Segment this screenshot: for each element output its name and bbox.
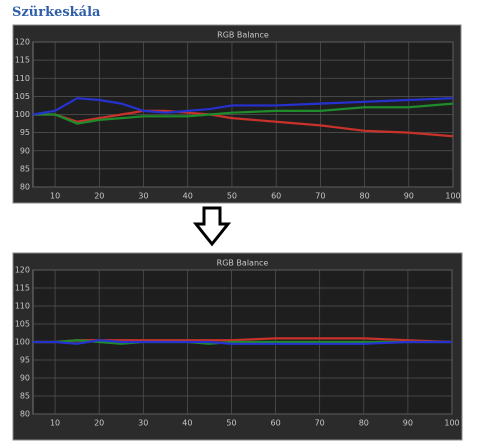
heading: Szürkeskála [12,5,101,20]
x-tick-label: 80 [359,419,369,428]
y-tick-label: 105 [15,92,30,101]
y-tick-label: 100 [15,338,30,347]
y-tick-label: 90 [20,374,30,383]
y-tick-label: 80 [20,183,30,192]
x-tick-label: 20 [94,419,104,428]
x-tick-label: 50 [227,192,237,201]
x-tick-label: 100 [445,192,460,201]
x-tick-label: 10 [50,192,60,201]
series-line [33,102,454,125]
x-tick-label: 40 [182,419,192,428]
chart-title: RGB Balance [217,259,269,268]
chart-title: RGB Balance [217,31,269,40]
x-tick-label: 60 [271,192,281,201]
x-tick-label: 70 [315,419,325,428]
y-tick-label: 85 [20,392,30,401]
x-tick-label: 100 [444,419,459,428]
x-tick-label: 30 [138,419,148,428]
y-tick-label: 85 [20,164,30,173]
down-arrow [192,206,232,247]
y-tick-label: 95 [20,356,30,365]
x-tick-label: 90 [404,192,414,201]
series-line [32,97,454,116]
y-tick-label: 110 [15,74,30,83]
y-tick-label: 115 [15,284,30,293]
x-tick-label: 10 [50,419,60,428]
y-tick-label: 120 [15,266,30,275]
y-tick-label: 95 [20,128,30,137]
y-tick-label: 115 [15,56,30,65]
y-tick-label: 80 [20,410,30,419]
y-tick-label: 120 [15,38,30,47]
x-tick-label: 70 [315,192,325,201]
y-tick-label: 110 [15,302,30,311]
x-tick-label: 50 [226,419,236,428]
x-tick-label: 20 [94,192,104,201]
y-tick-label: 105 [15,320,30,329]
x-tick-label: 60 [270,419,280,428]
y-tick-label: 90 [20,146,30,155]
y-tick-label: 100 [15,110,30,119]
series-line [33,339,452,345]
x-tick-label: 30 [138,192,148,201]
x-tick-label: 80 [359,192,369,201]
x-tick-label: 90 [403,419,413,428]
x-tick-label: 40 [183,192,193,201]
series-line [33,109,454,138]
